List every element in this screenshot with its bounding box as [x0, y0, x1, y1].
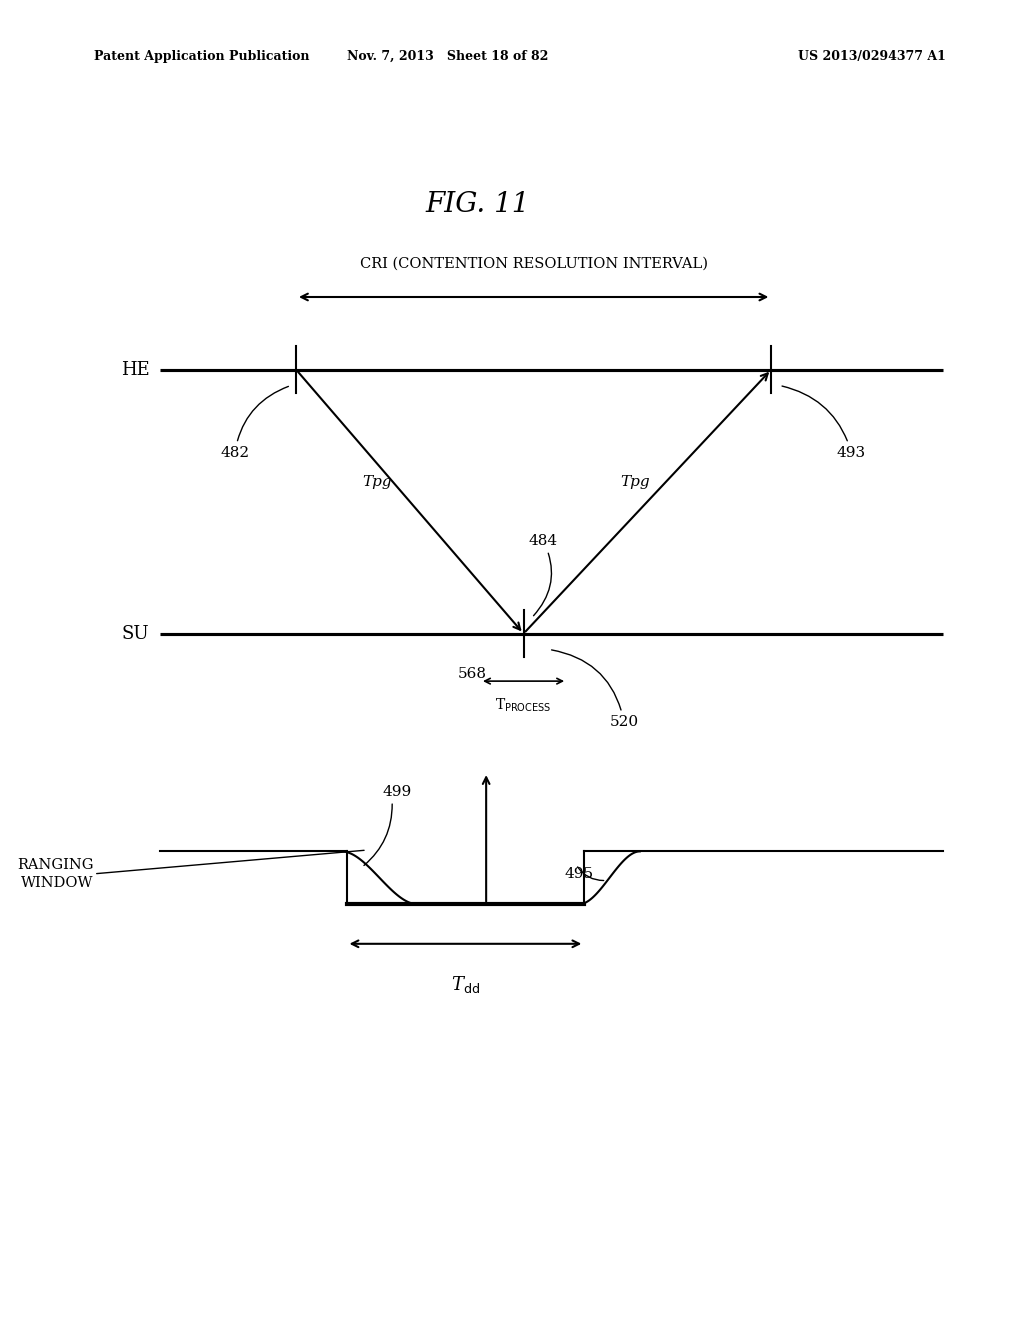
Text: 484: 484	[528, 533, 558, 615]
Text: T$_{\rm dd}$: T$_{\rm dd}$	[452, 974, 480, 995]
Text: SU: SU	[122, 624, 150, 643]
Text: Tpg: Tpg	[362, 475, 392, 488]
Text: 520: 520	[552, 649, 639, 730]
Text: Patent Application Publication: Patent Application Publication	[94, 50, 309, 63]
Text: US 2013/0294377 A1: US 2013/0294377 A1	[799, 50, 946, 63]
Text: CRI (CONTENTION RESOLUTION INTERVAL): CRI (CONTENTION RESOLUTION INTERVAL)	[359, 256, 708, 271]
Text: 482: 482	[220, 387, 289, 461]
Text: FIG. 11: FIG. 11	[426, 191, 530, 218]
Text: Tpg: Tpg	[620, 475, 649, 488]
Text: 568: 568	[458, 667, 486, 681]
Text: T$_{\rm PROCESS}$: T$_{\rm PROCESS}$	[496, 697, 552, 714]
Text: 499: 499	[382, 784, 412, 799]
Text: Nov. 7, 2013   Sheet 18 of 82: Nov. 7, 2013 Sheet 18 of 82	[347, 50, 549, 63]
Text: RANGING
WINDOW: RANGING WINDOW	[17, 858, 94, 890]
Text: 495: 495	[564, 867, 593, 882]
Text: 493: 493	[782, 385, 866, 461]
Text: HE: HE	[121, 360, 150, 379]
